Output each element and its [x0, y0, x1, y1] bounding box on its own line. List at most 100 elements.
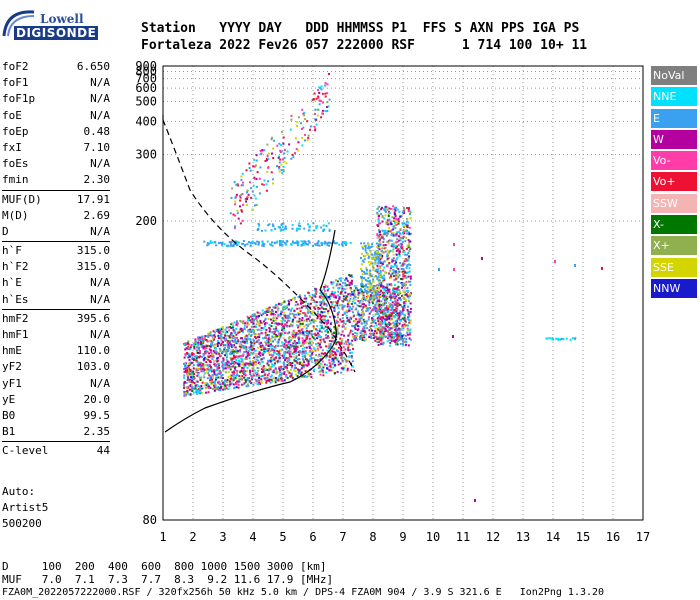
echo-pixel [361, 259, 364, 262]
echo-pixel [322, 300, 325, 303]
echo-pixel [276, 144, 279, 147]
echo-pixel [232, 362, 235, 365]
echo-pixel [299, 296, 302, 299]
echo-pixel [303, 294, 306, 297]
echo-pixel [379, 275, 382, 278]
echo-pixel [255, 326, 258, 328]
echo-pixel [362, 305, 365, 308]
echo-pixel [230, 374, 233, 377]
echo-pixel [389, 341, 392, 344]
param-value: 0.48 [83, 124, 111, 138]
echo-pixel [393, 297, 396, 300]
echo-pixel [279, 312, 282, 315]
echo-pixel [230, 360, 233, 363]
echo-pixel [291, 320, 294, 323]
echo-pixel [314, 243, 317, 246]
echo-pixel [408, 280, 410, 283]
echo-pixel [385, 318, 388, 321]
echo-pixel [278, 161, 281, 164]
echo-pixel [360, 285, 363, 288]
echo-pixel [396, 245, 399, 248]
echo-pixel [234, 240, 237, 243]
echo-pixel [249, 244, 252, 247]
echo-pixel [385, 325, 388, 328]
echo-pixel [407, 257, 410, 260]
echo-pixel [406, 245, 409, 247]
echo-pixel [218, 364, 220, 367]
echo-pixel [304, 339, 307, 342]
echo-pixel [209, 377, 212, 380]
echo-pixel [398, 248, 401, 251]
echo-pixel [396, 231, 399, 234]
echo-pixel [363, 296, 366, 299]
echo-pixel [269, 345, 272, 348]
echo-pixel [548, 337, 551, 340]
echo-pixel [207, 387, 210, 389]
echo-pixel [309, 296, 312, 298]
echo-pixel [261, 244, 264, 247]
echo-pixel [405, 276, 408, 279]
echo-pixel [275, 335, 278, 338]
echo-pixel [243, 351, 246, 353]
echo-pixel [322, 371, 325, 374]
echo-pixel [202, 354, 205, 357]
param-value: N/A [90, 376, 110, 390]
echo-pixel [409, 232, 412, 235]
echo-pixel [396, 341, 398, 344]
echo-pixel [389, 230, 392, 233]
echo-pixel [394, 330, 397, 333]
echo-pixel [290, 366, 293, 369]
echo-pixel [373, 285, 376, 288]
echo-pixel [356, 287, 359, 290]
echo-pixel [387, 292, 390, 295]
echo-pixel [293, 341, 296, 344]
echo-pixel [357, 296, 360, 299]
echo-pixel [314, 128, 317, 131]
echo-pixel [390, 323, 393, 326]
echo-pixel [401, 340, 404, 342]
echo-pixel [326, 349, 329, 352]
echo-pixel [404, 240, 407, 243]
echo-pixel [273, 330, 276, 333]
echo-pixel [398, 292, 401, 295]
echo-pixel [312, 321, 315, 324]
echo-pixel [361, 328, 364, 331]
echo-pixel [273, 322, 276, 325]
echo-pixel [307, 308, 310, 311]
echo-pixel [330, 295, 333, 298]
logo-swoosh-icon [2, 10, 35, 37]
echo-pixel [330, 331, 333, 334]
echo-pixel [187, 373, 189, 376]
echo-pixel [311, 340, 314, 343]
echo-pixel [317, 355, 320, 358]
x-tick-label: 1 [159, 530, 166, 544]
echo-pixel [236, 362, 239, 365]
echo-pixel [351, 330, 354, 333]
echo-pixel [254, 177, 257, 180]
echo-pixel [294, 336, 296, 339]
echo-pixel [314, 307, 317, 310]
echo-pixel [306, 337, 309, 339]
echo-pixel [300, 373, 303, 376]
echo-pixel [395, 291, 398, 293]
echo-pixel [200, 385, 203, 388]
echo-pixel [226, 330, 229, 333]
echo-pixel [264, 160, 267, 162]
echo-pixel [289, 364, 292, 366]
echo-pixel [314, 332, 317, 335]
echo-pixel [228, 378, 231, 381]
echo-pixel [325, 225, 328, 228]
echo-pixel [261, 321, 264, 324]
echo-pixel [294, 370, 297, 373]
echo-pixel [327, 287, 330, 290]
echo-pixel [267, 379, 270, 382]
echo-pixel [252, 363, 255, 365]
echo-pixel [278, 315, 281, 318]
echo-pixel [249, 353, 252, 356]
echo-pixel [409, 293, 412, 296]
echo-pixel [282, 136, 285, 139]
echo-pixel [289, 368, 292, 371]
echo-pixel [211, 340, 214, 343]
echo-pixel [386, 257, 389, 260]
echo-pixel [258, 315, 260, 318]
